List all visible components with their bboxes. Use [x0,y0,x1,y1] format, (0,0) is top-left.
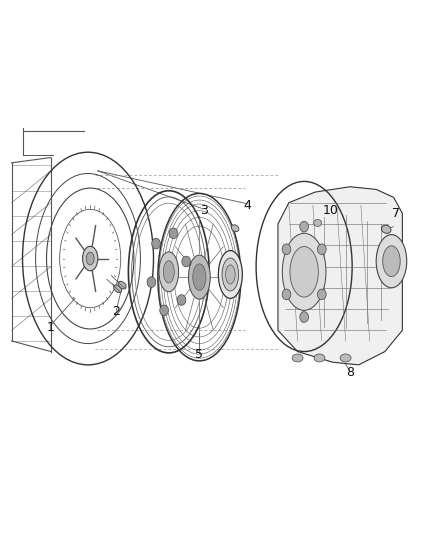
Ellipse shape [283,233,326,310]
Circle shape [300,221,308,232]
Ellipse shape [292,354,303,362]
Text: 8: 8 [346,366,354,379]
Circle shape [318,244,326,255]
Ellipse shape [383,246,400,277]
Text: 4: 4 [244,199,251,212]
Ellipse shape [219,251,242,298]
Circle shape [282,289,291,300]
Ellipse shape [376,235,407,288]
Circle shape [160,305,169,316]
Circle shape [318,289,326,300]
Ellipse shape [82,246,98,271]
Ellipse shape [118,281,126,289]
Ellipse shape [188,255,210,299]
Ellipse shape [226,265,235,284]
Circle shape [147,277,156,287]
Ellipse shape [340,354,351,362]
Circle shape [169,228,178,239]
Circle shape [177,295,186,305]
Ellipse shape [163,261,174,283]
Ellipse shape [314,220,321,227]
Circle shape [282,244,291,255]
Polygon shape [278,187,403,365]
Ellipse shape [231,225,239,232]
Ellipse shape [290,247,318,297]
Ellipse shape [114,285,122,293]
Text: 5: 5 [195,348,203,361]
Ellipse shape [193,264,206,290]
Text: 10: 10 [322,204,338,217]
Circle shape [152,238,160,249]
Circle shape [182,256,191,267]
Circle shape [300,312,308,322]
Text: 2: 2 [113,305,120,318]
Text: 7: 7 [392,207,400,220]
Text: 3: 3 [200,204,208,217]
Ellipse shape [86,252,94,265]
Ellipse shape [222,258,239,291]
Ellipse shape [159,252,179,292]
Ellipse shape [314,354,325,362]
Ellipse shape [381,225,391,233]
Text: 1: 1 [47,321,55,334]
